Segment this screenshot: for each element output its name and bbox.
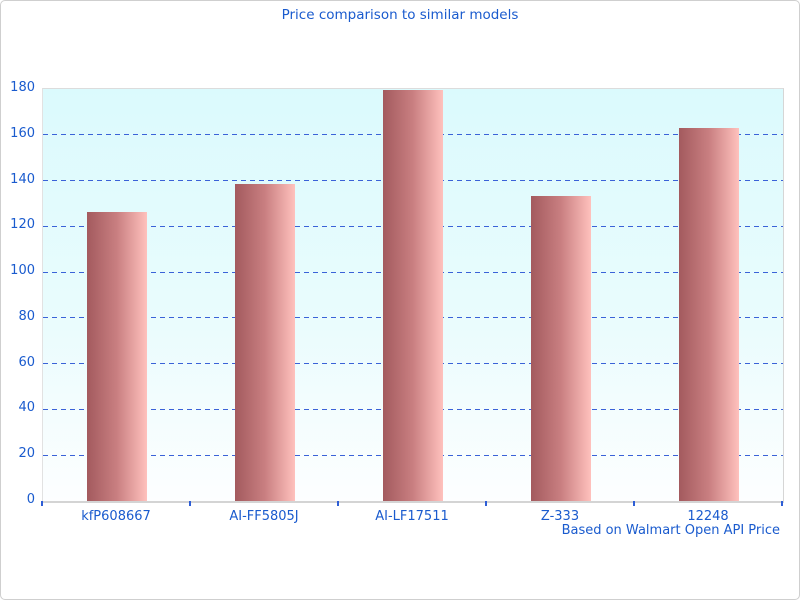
x-tick-label-Z-333: Z-333 xyxy=(540,509,580,524)
x-tick-label-kfP608667: kfP608667 xyxy=(81,509,151,524)
x-axis-tick xyxy=(337,501,339,506)
bar-12248 xyxy=(679,128,739,501)
bar-AI-LF17511 xyxy=(383,90,443,501)
x-tick-label-12248: 12248 xyxy=(687,509,729,524)
x-axis-tick xyxy=(633,501,635,506)
y-tick-label-100: 100 xyxy=(10,263,35,279)
y-tick-label-180: 180 xyxy=(10,80,35,95)
x-axis-tick xyxy=(189,501,191,506)
y-tick-label-60: 60 xyxy=(18,354,35,370)
x-axis-tick xyxy=(485,501,487,506)
x-axis-tick xyxy=(781,501,783,506)
y-tick-label-0: 0 xyxy=(26,492,35,507)
y-tick-label-80: 80 xyxy=(18,308,35,324)
y-tick-label-20: 20 xyxy=(18,446,35,462)
y-tick-label-140: 140 xyxy=(10,171,35,187)
y-tick-label-40: 40 xyxy=(18,400,35,416)
y-tick-label-120: 120 xyxy=(10,217,35,233)
plot-area xyxy=(42,88,784,503)
x-tick-label-AI-FF5805J: AI-FF5805J xyxy=(229,509,299,524)
chart-footnote: Based on Walmart Open API Price xyxy=(561,523,780,538)
chart-title: Price comparison to similar models xyxy=(281,7,519,23)
x-tick-label-AI-LF17511: AI-LF17511 xyxy=(375,509,449,524)
x-axis-tick xyxy=(41,501,43,506)
bar-AI-FF5805J xyxy=(235,184,295,501)
bar-kfP608667 xyxy=(87,212,147,501)
bar-Z-333 xyxy=(531,196,591,501)
y-tick-label-160: 160 xyxy=(10,125,35,141)
